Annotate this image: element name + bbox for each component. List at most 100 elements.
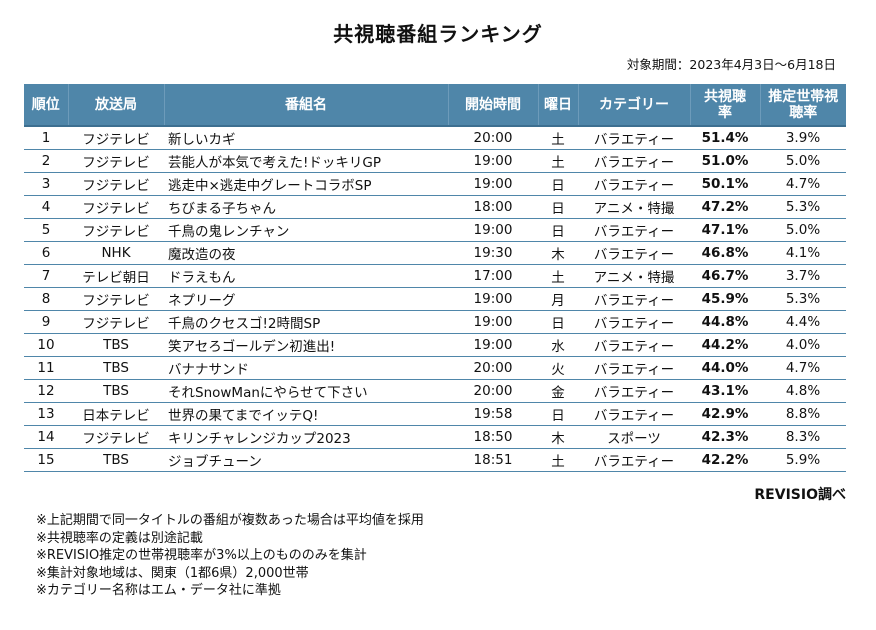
cell-category: バラエティー: [578, 125, 690, 150]
cell-co-view-rate: 47.2%: [690, 195, 760, 219]
cell-start-time: 20:00: [448, 379, 538, 403]
cell-program: ドラえもん: [164, 264, 448, 288]
cell-rank: 15: [24, 448, 68, 472]
cell-program: 笑アセろゴールデン初進出!: [164, 333, 448, 357]
cell-category: アニメ・特撮: [578, 264, 690, 288]
table-row: 15 TBS ジョブチューン 18:51 土バラエティー 42.2% 5.9%: [24, 448, 846, 472]
header-station: 放送局: [68, 84, 165, 126]
cell-co-view-rate: 46.7%: [690, 264, 760, 288]
note-line: ※集計対象地域は、関東（1都6県）2,000世帯: [36, 565, 309, 581]
cell-co-view-rate: 50.1%: [690, 172, 760, 196]
cell-program: 千鳥のクセスゴ!2時間SP: [164, 310, 448, 334]
cell-estimated-rate: 4.1%: [760, 241, 846, 265]
cell-estimated-rate: 5.3%: [760, 195, 846, 219]
cell-program: 逃走中×逃走中グレートコラボSP: [164, 172, 448, 196]
header-start-time: 開始時間: [448, 84, 539, 126]
cell-rank: 13: [24, 402, 68, 426]
cell-station: フジテレビ: [68, 195, 164, 219]
cell-rank: 1: [24, 125, 68, 150]
cell-start-time: 19:00: [448, 218, 538, 242]
table-row: 13 日本テレビ 世界の果てまでイッテQ! 19:58 日バラエティー 42.9% 8.8%: [24, 402, 846, 426]
cell-start-time: 19:58: [448, 402, 538, 426]
cell-estimated-rate: 4.0%: [760, 333, 846, 357]
cell-rank: 8: [24, 287, 68, 311]
header-co-view-rate-label: 共視聴率: [704, 88, 746, 121]
header-rank: 順位: [24, 84, 69, 126]
cell-station: TBS: [68, 379, 164, 403]
note-line: ※上記期間で同一タイトルの番組が複数あった場合は平均値を採用: [36, 513, 424, 528]
cell-station: TBS: [68, 333, 164, 357]
cell-program: キリンチャレンジカップ2023: [164, 425, 448, 449]
cell-rank: 3: [24, 172, 68, 196]
cell-station: フジテレビ: [68, 425, 164, 449]
cell-station: フジテレビ: [68, 310, 164, 334]
header-day: 曜日: [538, 84, 579, 126]
cell-program: 新しいカギ: [164, 125, 448, 150]
table-row: 4 フジテレビ ちびまる子ちゃん 18:00 日アニメ・特撮 47.2% 5.3%: [24, 195, 846, 219]
cell-station: フジテレビ: [68, 149, 164, 173]
cell-category: バラエティー: [578, 448, 690, 472]
cell-start-time: 19:00: [448, 287, 538, 311]
cell-day: 日: [538, 402, 578, 426]
header-estimated-rate: 推定世帯視聴率: [760, 84, 846, 126]
cell-co-view-rate: 45.9%: [690, 287, 760, 311]
cell-estimated-rate: 4.8%: [760, 379, 846, 403]
table-row: 6 NHK 魔改造の夜 19:30 木バラエティー 46.8% 4.1%: [24, 241, 846, 265]
table-row: 10 TBS 笑アセろゴールデン初進出! 19:00 水バラエティー 44.2% 4.0%: [24, 333, 846, 357]
table-row: 11 TBS バナナサンド 20:00 火バラエティー 44.0% 4.7%: [24, 356, 846, 380]
cell-estimated-rate: 5.3%: [760, 287, 846, 311]
cell-co-view-rate: 44.0%: [690, 356, 760, 380]
cell-start-time: 20:00: [448, 356, 538, 380]
cell-rank: 5: [24, 218, 68, 242]
cell-category: バラエティー: [578, 172, 690, 196]
cell-program: それSnowManにやらせて下さい: [164, 379, 448, 403]
cell-rank: 7: [24, 264, 68, 288]
header-program: 番組名: [164, 84, 449, 126]
cell-day: 土: [538, 149, 578, 173]
cell-station: フジテレビ: [68, 125, 164, 150]
cell-rank: 4: [24, 195, 68, 219]
cell-start-time: 19:00: [448, 149, 538, 173]
cell-estimated-rate: 4.4%: [760, 310, 846, 334]
cell-co-view-rate: 51.4%: [690, 125, 760, 150]
cell-start-time: 19:00: [448, 333, 538, 357]
cell-day: 木: [538, 241, 578, 265]
page-title: 共視聴番組ランキング: [333, 22, 543, 46]
cell-category: バラエティー: [578, 241, 690, 265]
cell-co-view-rate: 44.2%: [690, 333, 760, 357]
cell-day: 日: [538, 218, 578, 242]
table-row: 3 フジテレビ 逃走中×逃走中グレートコラボSP 19:00 日バラエティー 50.1% 4…: [24, 172, 846, 196]
cell-program: ジョブチューン: [164, 448, 448, 472]
cell-category: バラエティー: [578, 402, 690, 426]
cell-co-view-rate: 42.9%: [690, 402, 760, 426]
header-category: カテゴリー: [578, 84, 691, 126]
cell-category: アニメ・特撮: [578, 195, 690, 219]
table-row: 2 フジテレビ 芸能人が本気で考えた!ドッキリGP 19:00 土バラエティー 51.0%…: [24, 149, 846, 173]
cell-rank: 14: [24, 425, 68, 449]
cell-co-view-rate: 42.2%: [690, 448, 760, 472]
table-row: 5 フジテレビ 千鳥の鬼レンチャン 19:00 日バラエティー 47.1% 5.0%: [24, 218, 846, 242]
note-line: ※カテゴリー名称はエム・データ社に準拠: [36, 583, 281, 598]
cell-program: 魔改造の夜: [164, 241, 448, 265]
cell-rank: 9: [24, 310, 68, 334]
cell-category: スポーツ: [578, 425, 690, 449]
cell-estimated-rate: 3.7%: [760, 264, 846, 288]
cell-co-view-rate: 51.0%: [690, 149, 760, 173]
cell-rank: 6: [24, 241, 68, 265]
cell-station: NHK: [68, 241, 164, 265]
cell-start-time: 18:50: [448, 425, 538, 449]
cell-category: バラエティー: [578, 356, 690, 380]
cell-start-time: 19:30: [448, 241, 538, 265]
cell-day: 金: [538, 379, 578, 403]
cell-station: フジテレビ: [68, 172, 164, 196]
cell-station: TBS: [68, 356, 164, 380]
cell-day: 日: [538, 195, 578, 219]
cell-start-time: 17:00: [448, 264, 538, 288]
cell-estimated-rate: 5.0%: [760, 218, 846, 242]
cell-program: ネプリーグ: [164, 287, 448, 311]
cell-day: 木: [538, 425, 578, 449]
cell-estimated-rate: 4.7%: [760, 356, 846, 380]
cell-estimated-rate: 3.9%: [760, 125, 846, 150]
header-co-view-rate: 共視聴率: [690, 84, 761, 126]
cell-start-time: 18:00: [448, 195, 538, 219]
